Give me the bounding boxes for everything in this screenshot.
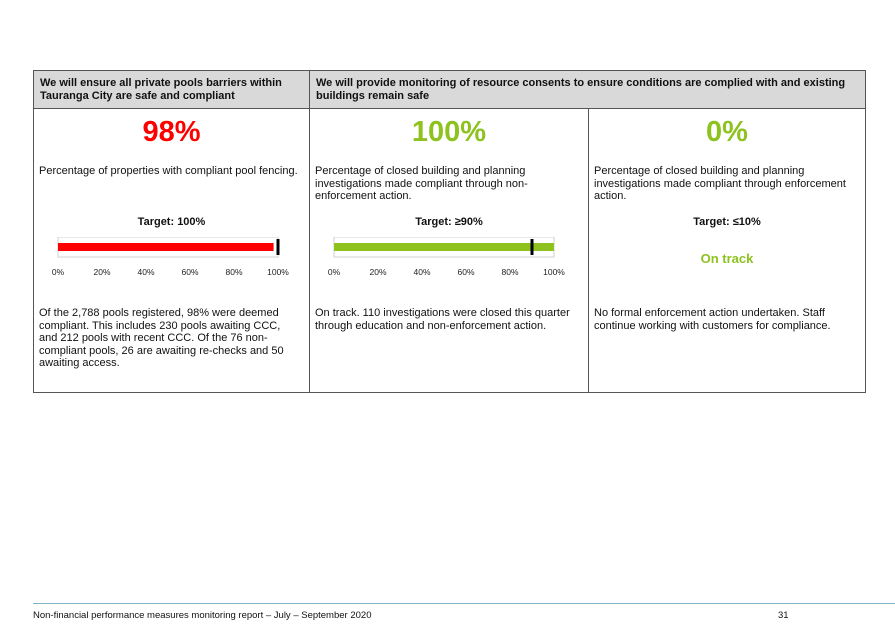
measure-description: Percentage of closed building and planni… xyxy=(594,165,846,202)
target-label: Target: 100% xyxy=(137,216,206,228)
footer-report-title: Non-financial performance measures monit… xyxy=(33,610,372,621)
tick-label: 60% xyxy=(457,267,474,277)
tick-label: 40% xyxy=(413,267,430,277)
target-marker xyxy=(530,239,534,255)
tick-label: 40% xyxy=(137,267,154,277)
page-number: 31 xyxy=(778,610,789,621)
measure-description: Percentage of closed building and planni… xyxy=(315,165,528,202)
result-value: 0% xyxy=(706,116,748,148)
tick-label: 60% xyxy=(181,267,198,277)
target-marker xyxy=(276,239,280,255)
target-label: Target: ≤10% xyxy=(693,216,761,228)
gauge-bar xyxy=(334,243,554,251)
status-label: On track xyxy=(700,251,754,266)
measure-comment: On track. 110 investigations were closed… xyxy=(315,307,570,332)
tick-label: 0% xyxy=(52,267,65,277)
result-value: 100% xyxy=(411,116,487,148)
tick-label: 20% xyxy=(93,267,110,277)
measure-comment: Of the 2,788 pools registered, 98% were … xyxy=(39,307,284,369)
tick-label: 80% xyxy=(501,267,518,277)
progress-gauge: 0% 20% 40% 60% 80% 100% xyxy=(328,237,565,277)
measure-pool-fencing: 98% Percentage of properties with compli… xyxy=(34,109,310,392)
tick-label: 100% xyxy=(543,267,565,277)
tick-label: 100% xyxy=(267,267,289,277)
measure-comment: No formal enforcement action undertaken.… xyxy=(594,307,831,332)
header-resource-consents: We will provide monitoring of resource c… xyxy=(310,71,865,109)
measure-enforcement: 0% Percentage of closed building and pla… xyxy=(589,109,865,392)
performance-table: We will ensure all private pools barrier… xyxy=(33,70,866,393)
tick-label: 20% xyxy=(369,267,386,277)
header-pools: We will ensure all private pools barrier… xyxy=(34,71,310,109)
gauge-bar xyxy=(58,243,274,251)
measure-non-enforcement: 100% Percentage of closed building and p… xyxy=(310,109,589,392)
tick-label: 80% xyxy=(225,267,242,277)
measure-description: Percentage of properties with compliant … xyxy=(39,165,298,177)
result-value: 98% xyxy=(142,116,201,148)
target-label: Target: ≥90% xyxy=(415,216,483,228)
progress-gauge: 0% 20% 40% 60% 80% 100% xyxy=(52,237,289,277)
tick-label: 0% xyxy=(328,267,341,277)
footer-rule xyxy=(33,603,895,604)
